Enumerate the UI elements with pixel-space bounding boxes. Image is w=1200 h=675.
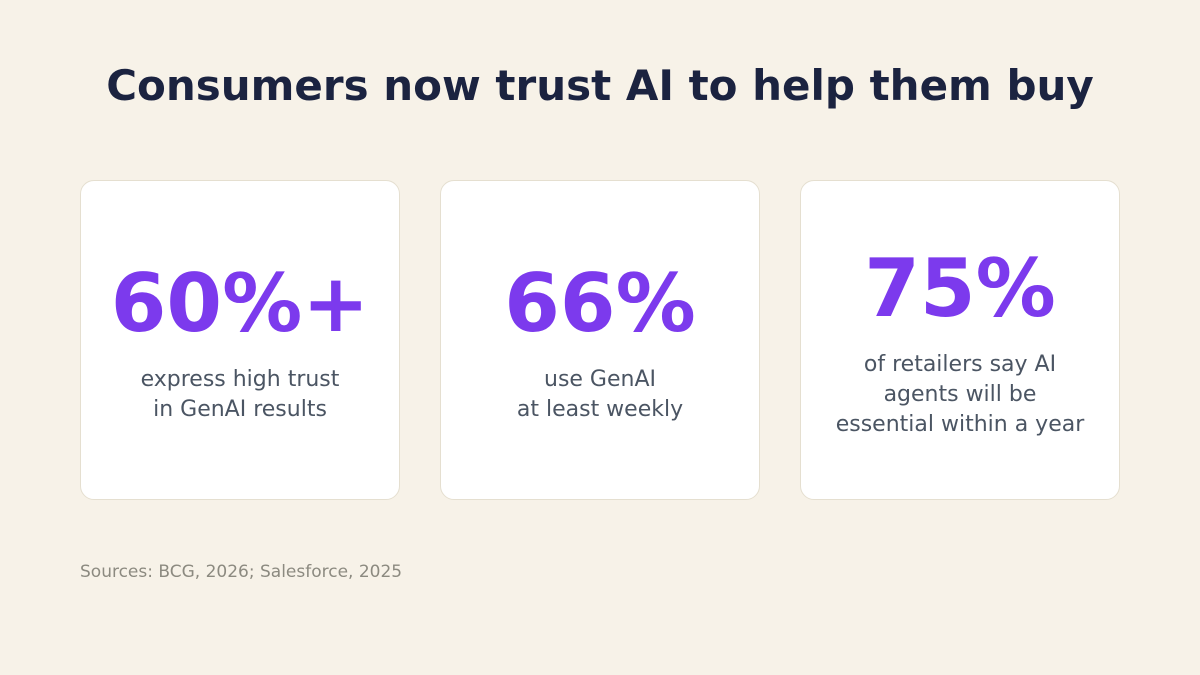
stat-description: express high trust in GenAI results bbox=[141, 365, 340, 425]
card-row: 60%+ express high trust in GenAI results 66… bbox=[80, 180, 1120, 500]
description-line: agents will be bbox=[883, 382, 1037, 407]
description-line: essential within a year bbox=[835, 412, 1085, 437]
description-line: express high trust bbox=[140, 367, 340, 392]
stat-value: 75% bbox=[864, 242, 1056, 335]
stat-card: 75% of retailers say AI agents will be esse… bbox=[800, 180, 1120, 500]
stat-description: of retailers say AI agents will be essenti… bbox=[836, 350, 1085, 440]
description-line: in GenAI results bbox=[153, 397, 327, 422]
stat-value: 60%+ bbox=[110, 257, 370, 350]
page-title: Consumers now trust AI to help them buy bbox=[106, 61, 1094, 110]
source-note: Sources: BCG, 2026; Salesforce, 2025 bbox=[80, 562, 403, 582]
stat-value: 66% bbox=[504, 257, 696, 350]
stat-card: 60%+ express high trust in GenAI results bbox=[80, 180, 400, 500]
stat-description: use GenAI at least weekly bbox=[517, 365, 683, 425]
description-line: use GenAI bbox=[544, 367, 656, 392]
description-line: at least weekly bbox=[516, 397, 684, 422]
description-line: of retailers say AI bbox=[863, 352, 1057, 377]
stat-card: 66% use GenAI at least weekly bbox=[440, 180, 760, 500]
